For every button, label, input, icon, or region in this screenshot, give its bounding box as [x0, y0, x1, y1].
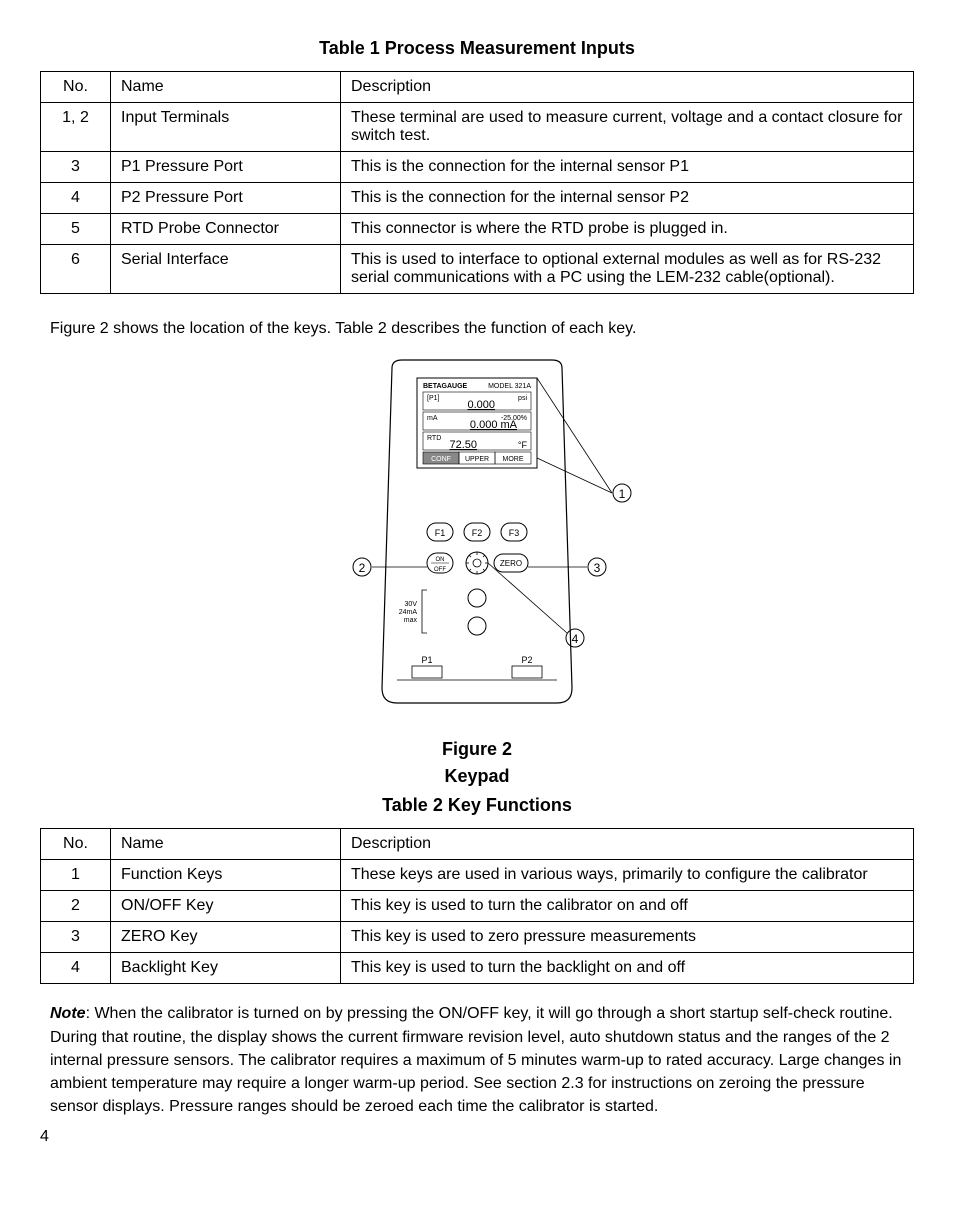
cell-name: ON/OFF Key [111, 891, 341, 922]
note-label: Note [50, 1005, 86, 1022]
cell-name: ZERO Key [111, 922, 341, 953]
key-zero: ZERO [500, 559, 522, 568]
cell-name: Backlight Key [111, 953, 341, 984]
cell-desc: This key is used to turn the calibrator … [341, 891, 914, 922]
cell-name: Function Keys [111, 860, 341, 891]
lcd-rtd-tag: RTD [427, 435, 441, 442]
note-paragraph: Note: When the calibrator is turned on b… [50, 1002, 904, 1118]
page: Table 1 Process Measurement Inputs No. N… [0, 0, 954, 1166]
cell-desc: This key is used to turn the backlight o… [341, 953, 914, 984]
jack-icon [468, 617, 486, 635]
table-row: 3 ZERO Key This key is used to zero pres… [41, 922, 914, 953]
cell-desc: This is the connection for the internal … [341, 152, 914, 183]
intro-text-2: Figure 2 shows the location of the keys.… [50, 318, 904, 340]
cell-no: 4 [41, 183, 111, 214]
figure-caption-1: Figure 2 [40, 739, 914, 760]
table-row: 3 P1 Pressure Port This is the connectio… [41, 152, 914, 183]
jack-icon [468, 589, 486, 607]
key-off: OFF [434, 567, 446, 573]
lcd-sk3: MORE [503, 456, 524, 463]
lcd-rtd-val: 72.50 [449, 439, 477, 451]
cell-desc: This connector is where the RTD probe is… [341, 214, 914, 245]
figure-2: BETAGAUGE MODEL 321A [P1] psi 0.000 mA -… [40, 358, 914, 733]
table-row: 2 ON/OFF Key This key is used to turn th… [41, 891, 914, 922]
cell-name: RTD Probe Connector [111, 214, 341, 245]
cell-name: P2 Pressure Port [111, 183, 341, 214]
callout-1: 1 [619, 487, 626, 501]
callout-4: 4 [572, 632, 579, 646]
key-f2: F2 [472, 528, 483, 538]
col-name-header: Name [111, 72, 341, 103]
figure-caption-2: Keypad [40, 766, 914, 787]
table1: No. Name Description 1, 2 Input Terminal… [40, 71, 914, 294]
table-row: 4 P2 Pressure Port This is the connectio… [41, 183, 914, 214]
callout-3: 3 [594, 561, 601, 575]
lcd-sk2: UPPER [465, 456, 489, 463]
rating-line1: 30V [405, 601, 418, 608]
cell-desc: This is the connection for the internal … [341, 183, 914, 214]
control-keys: ON OFF ZERO [427, 552, 528, 574]
col-no-header: No. [41, 829, 111, 860]
lcd-p1-tag: [P1] [427, 395, 440, 402]
lcd-ma-val: 0.000 mA [470, 419, 518, 431]
cell-name: Input Terminals [111, 103, 341, 152]
note-text: : When the calibrator is turned on by pr… [50, 1005, 901, 1115]
rating-line3: max [404, 617, 418, 624]
lcd-brand: BETAGAUGE [423, 383, 468, 390]
table-row: No. Name Description [41, 72, 914, 103]
cell-name: P1 Pressure Port [111, 152, 341, 183]
lcd-p1-unit: psi [518, 395, 527, 402]
table2-title: Table 2 Key Functions [40, 795, 914, 816]
cell-desc: This is used to interface to optional ex… [341, 245, 914, 294]
col-name-header: Name [111, 829, 341, 860]
key-f1: F1 [435, 528, 446, 538]
cell-no: 1, 2 [41, 103, 111, 152]
cell-desc: These terminal are used to measure curre… [341, 103, 914, 152]
table-row: 6 Serial Interface This is used to inter… [41, 245, 914, 294]
rating-line2: 24mA [399, 609, 418, 616]
cell-desc: These keys are used in various ways, pri… [341, 860, 914, 891]
port-p2: P2 [521, 655, 532, 665]
cell-name: Serial Interface [111, 245, 341, 294]
cell-no: 4 [41, 953, 111, 984]
cell-no: 3 [41, 922, 111, 953]
table-row: 5 RTD Probe Connector This connector is … [41, 214, 914, 245]
table-row: 1, 2 Input Terminals These terminal are … [41, 103, 914, 152]
col-no-header: No. [41, 72, 111, 103]
port-p1: P1 [421, 655, 432, 665]
lcd-p1-val: 0.000 [467, 399, 495, 411]
key-on: ON [436, 557, 445, 563]
table-row: 1 Function Keys These keys are used in v… [41, 860, 914, 891]
callout-2: 2 [359, 561, 366, 575]
cell-no: 5 [41, 214, 111, 245]
lcd-sk1: CONF [431, 456, 451, 463]
key-f3: F3 [509, 528, 520, 538]
cell-no: 1 [41, 860, 111, 891]
cell-no: 3 [41, 152, 111, 183]
f-keys: F1 F2 F3 [427, 523, 527, 541]
lcd-ma-tag: mA [427, 415, 438, 422]
cell-no: 2 [41, 891, 111, 922]
col-desc-header: Description [341, 829, 914, 860]
cell-desc: This key is used to zero pressure measur… [341, 922, 914, 953]
lcd-model: MODEL 321A [488, 383, 531, 390]
cell-no: 6 [41, 245, 111, 294]
table-row: 4 Backlight Key This key is used to turn… [41, 953, 914, 984]
table-row: No. Name Description [41, 829, 914, 860]
table1-title: Table 1 Process Measurement Inputs [40, 38, 914, 59]
table2: No. Name Description 1 Function Keys The… [40, 828, 914, 984]
col-desc-header: Description [341, 72, 914, 103]
keypad-diagram: BETAGAUGE MODEL 321A [P1] psi 0.000 mA -… [277, 358, 677, 728]
lcd-rtd-unit: °F [518, 440, 528, 450]
page-number: 4 [40, 1128, 914, 1146]
